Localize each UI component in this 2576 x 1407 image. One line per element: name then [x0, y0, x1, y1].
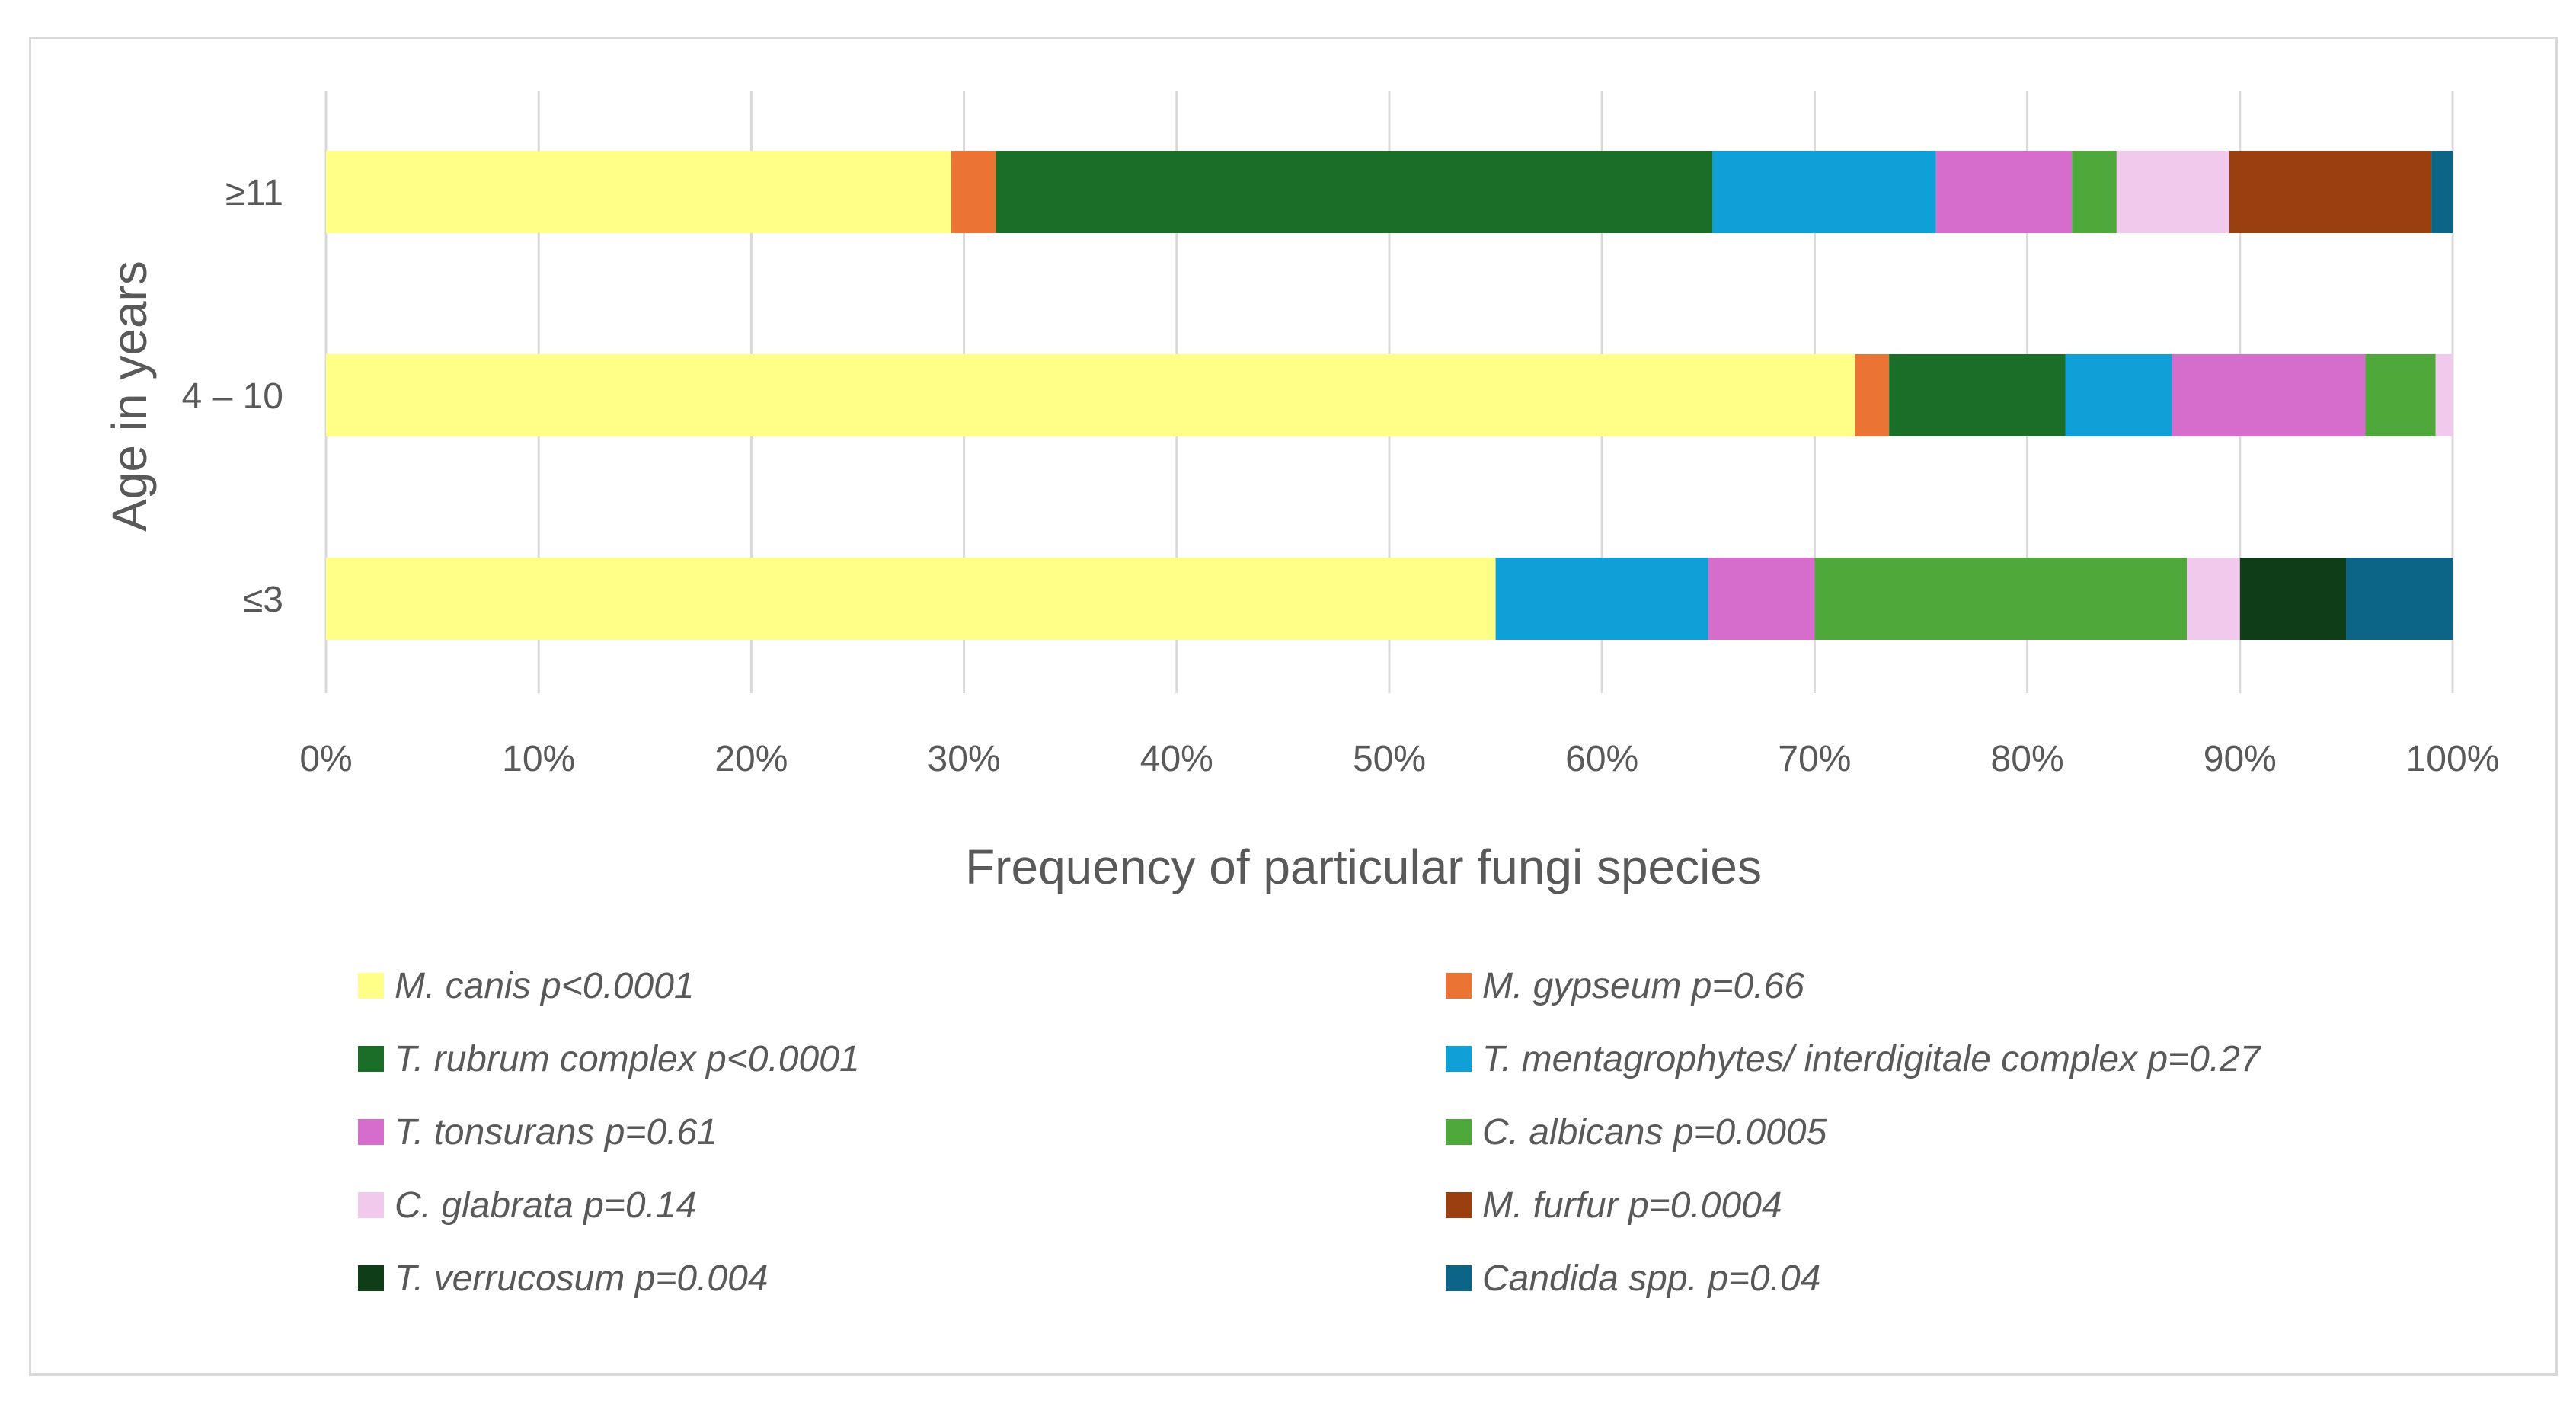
x-tick-label: 100%: [2406, 739, 2500, 779]
bar-segment: [1712, 151, 1936, 233]
bar-segment: [2435, 354, 2453, 436]
bar-segment: [2065, 354, 2172, 436]
legend-label: T. mentagrophytes/ interdigitale complex…: [1482, 1038, 2261, 1079]
legend-label: T. tonsurans p=0.61: [395, 1111, 718, 1153]
x-tick-label: 70%: [1778, 739, 1851, 779]
bar-segment: [996, 151, 1713, 233]
y-axis-label: Age in years: [102, 261, 157, 532]
x-tick-label: 40%: [1140, 739, 1213, 779]
bar-segment: [2072, 151, 2117, 233]
legend-item: T. tonsurans p=0.61: [358, 1109, 718, 1155]
legend-label: Candida spp. p=0.04: [1482, 1258, 1821, 1299]
bar-segment: [2116, 151, 2229, 233]
legend-item: M. gypseum p=0.66: [1446, 963, 1804, 1009]
bar-segment: [2239, 558, 2347, 640]
legend-label: T. rubrum complex p<0.0001: [395, 1038, 860, 1079]
bars: [326, 151, 2453, 640]
bar-segment: [1708, 558, 1815, 640]
legend-item: T. rubrum complex p<0.0001: [358, 1036, 860, 1082]
legend-swatch: [1446, 1265, 1472, 1291]
x-tick-label: 0%: [299, 739, 352, 779]
legend-label: C. glabrata p=0.14: [395, 1185, 697, 1226]
bar-segment: [1855, 354, 1890, 436]
y-tick-labels: ≥11 4 – 10 ≤3: [182, 173, 283, 620]
legend-item: T. verrucosum p=0.004: [358, 1255, 769, 1301]
bar-segment: [2431, 151, 2453, 233]
legend-item: Candida spp. p=0.04: [1446, 1255, 1820, 1301]
x-tick-label: 10%: [502, 739, 575, 779]
y-tick-label: ≤3: [243, 580, 283, 620]
bar-segment: [1814, 558, 2187, 640]
bar-segment: [1935, 151, 2073, 233]
y-tick-label: 4 – 10: [182, 376, 283, 417]
x-tick-label: 60%: [1565, 739, 1638, 779]
legend-swatch: [1446, 973, 1472, 999]
legend-swatch: [358, 1265, 384, 1291]
bar-segment: [2346, 558, 2453, 640]
legend-item: M. canis p<0.0001: [358, 963, 695, 1009]
bar-segment: [2172, 354, 2366, 436]
legend-label: M. canis p<0.0001: [395, 965, 695, 1006]
x-tick-label: 20%: [714, 739, 788, 779]
bar-segment: [326, 558, 1496, 640]
bar-segment: [1889, 354, 2066, 436]
legend-swatch: [358, 1119, 384, 1145]
legend-label: T. verrucosum p=0.004: [395, 1258, 769, 1299]
bar-segment: [1495, 558, 1708, 640]
bar-segment: [2187, 558, 2240, 640]
legend-label: M. furfur p=0.0004: [1482, 1185, 1782, 1226]
bar-segment: [326, 151, 951, 233]
x-tick-label: 50%: [1353, 739, 1426, 779]
bar-segment: [951, 151, 996, 233]
legend-label: C. albicans p=0.0005: [1482, 1111, 1827, 1153]
legend-swatch: [1446, 1192, 1472, 1218]
x-tick-label: 90%: [2204, 739, 2277, 779]
legend-item: C. glabrata p=0.14: [358, 1182, 696, 1228]
x-tick-label: 80%: [1991, 739, 2064, 779]
legend-item: C. albicans p=0.0005: [1446, 1109, 1827, 1155]
x-tick-label: 30%: [928, 739, 1001, 779]
x-axis-label: Frequency of particular fungi species: [965, 839, 1762, 894]
legend-swatch: [358, 1192, 384, 1218]
chart-frame: [29, 37, 2558, 1376]
legend-swatch: [358, 973, 384, 999]
legend-label: M. gypseum p=0.66: [1482, 965, 1804, 1006]
legend-swatch: [1446, 1119, 1472, 1145]
legend-swatch: [1446, 1046, 1472, 1072]
bar-segment: [2365, 354, 2436, 436]
x-tick-labels: 0% 10% 20% 30% 40% 50% 60% 70% 80% 90% 100%: [299, 739, 2499, 779]
y-tick-label: ≥11: [225, 173, 283, 213]
legend-item: M. furfur p=0.0004: [1446, 1182, 1782, 1228]
bar-segment: [2229, 151, 2432, 233]
bar-segment: [326, 354, 1855, 436]
legend-swatch: [358, 1046, 384, 1072]
legend-item: T. mentagrophytes/ interdigitale complex…: [1446, 1036, 2261, 1082]
